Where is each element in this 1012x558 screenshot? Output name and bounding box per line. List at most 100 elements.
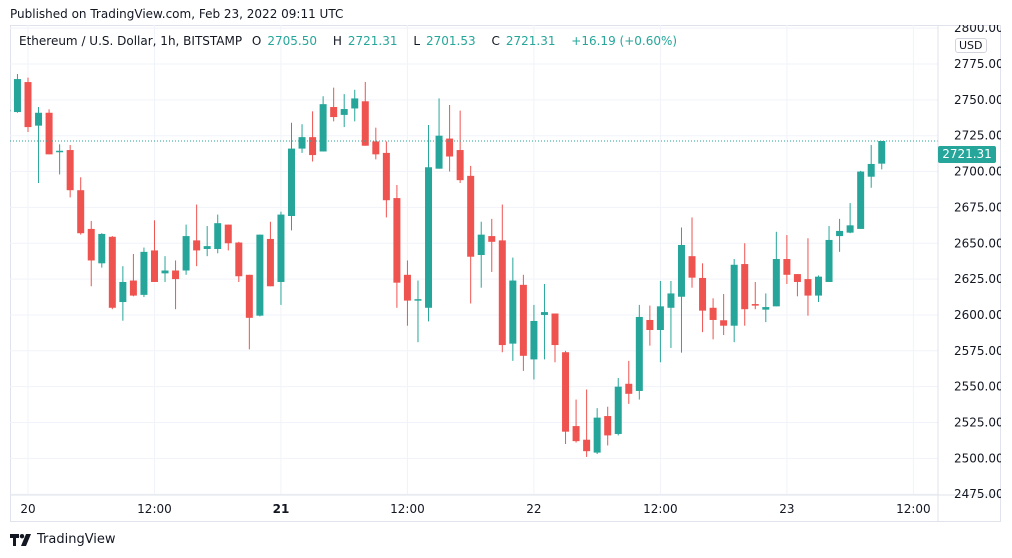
candle-down[interactable]: [108, 236, 116, 310]
candle-up[interactable]: [214, 214, 222, 254]
candle-down[interactable]: [793, 274, 801, 297]
candle-down[interactable]: [235, 241, 243, 282]
time-tick-label: 22: [526, 502, 541, 516]
candle-up[interactable]: [846, 203, 854, 234]
candle-down[interactable]: [382, 141, 390, 218]
candle-down[interactable]: [45, 109, 53, 155]
candle-up[interactable]: [540, 283, 548, 360]
candle-down[interactable]: [625, 360, 633, 404]
candle-down[interactable]: [129, 254, 137, 297]
price-tick-label: 2625.00: [954, 272, 1001, 286]
candle-up[interactable]: [425, 124, 433, 322]
candle-up[interactable]: [140, 247, 148, 298]
candle-down[interactable]: [77, 177, 85, 235]
candle-up[interactable]: [351, 89, 359, 122]
candle-body: [604, 416, 612, 436]
candle-up[interactable]: [815, 275, 822, 303]
candle-body: [87, 228, 95, 261]
candle-up[interactable]: [56, 144, 64, 175]
candle-up[interactable]: [298, 124, 306, 153]
candle-down[interactable]: [403, 260, 411, 326]
candlestick-chart[interactable]: 2800.00 2775.00 2750.00 2725.00 2700.00 2675.…: [10, 25, 1001, 522]
candle-down[interactable]: [372, 127, 380, 160]
candle-down[interactable]: [498, 204, 506, 353]
candle-up[interactable]: [256, 234, 264, 317]
candle-down[interactable]: [66, 145, 74, 198]
candle-up[interactable]: [414, 280, 422, 343]
candle-up[interactable]: [614, 378, 622, 436]
candle-up[interactable]: [857, 170, 865, 229]
candle-down[interactable]: [456, 110, 464, 184]
candle-up[interactable]: [825, 226, 833, 282]
candle-up[interactable]: [772, 231, 780, 307]
symbol-name[interactable]: Ethereum / U.S. Dollar, 1h, BITSTAMP: [19, 34, 243, 48]
candle-down[interactable]: [488, 218, 496, 272]
candle-up[interactable]: [13, 74, 21, 113]
candle-down[interactable]: [446, 105, 454, 172]
candle-up[interactable]: [161, 256, 169, 282]
candle-up[interactable]: [593, 408, 601, 455]
candle-down[interactable]: [361, 81, 369, 146]
candle-up[interactable]: [203, 226, 211, 257]
open-label: O: [251, 34, 262, 48]
high-value: 2721.31: [347, 34, 398, 48]
candle-down[interactable]: [551, 313, 559, 363]
footer-logo[interactable]: TradingView: [10, 532, 116, 547]
candle-up[interactable]: [182, 224, 190, 275]
candle-up[interactable]: [35, 107, 43, 184]
candle-down[interactable]: [266, 221, 274, 287]
candle-up[interactable]: [319, 96, 327, 152]
candle-up[interactable]: [867, 145, 875, 188]
candle-down[interactable]: [709, 298, 717, 340]
candle-body: [667, 293, 675, 308]
candle-down[interactable]: [741, 243, 749, 326]
candle-down[interactable]: [804, 238, 812, 316]
candle-up[interactable]: [667, 280, 675, 348]
candle-down[interactable]: [330, 87, 338, 122]
candle-down[interactable]: [583, 389, 591, 457]
candle-down[interactable]: [193, 204, 201, 267]
candle-up[interactable]: [98, 233, 106, 268]
candle-down[interactable]: [172, 260, 180, 310]
candle-up[interactable]: [477, 221, 485, 288]
candle-down[interactable]: [562, 350, 570, 445]
candle-up[interactable]: [635, 304, 643, 400]
candle-body: [793, 274, 801, 282]
candle-body: [656, 306, 664, 331]
candle-up[interactable]: [836, 218, 844, 252]
candle-body: [351, 98, 359, 109]
currency-button[interactable]: USD: [955, 38, 987, 53]
candle-down[interactable]: [24, 77, 32, 132]
candle-down[interactable]: [699, 263, 707, 333]
candle-down[interactable]: [519, 274, 527, 371]
candle-up[interactable]: [340, 94, 348, 128]
candle-down[interactable]: [393, 185, 401, 308]
candle-down[interactable]: [688, 217, 696, 288]
candle-down[interactable]: [467, 165, 475, 304]
candle-down[interactable]: [604, 406, 612, 446]
candle-down[interactable]: [751, 281, 759, 310]
candle-down[interactable]: [783, 235, 791, 284]
candle-up[interactable]: [730, 259, 738, 343]
candle-down[interactable]: [245, 274, 253, 350]
candle-up[interactable]: [509, 257, 517, 361]
candle-up[interactable]: [656, 280, 664, 363]
candle-down[interactable]: [572, 399, 580, 443]
candle-down[interactable]: [309, 111, 317, 162]
candle-up[interactable]: [288, 122, 295, 231]
candle-up[interactable]: [277, 211, 285, 305]
candle-down[interactable]: [646, 305, 654, 346]
candle-down[interactable]: [224, 224, 232, 251]
candle-up[interactable]: [435, 98, 443, 169]
candle-up[interactable]: [119, 266, 127, 321]
candle-body: [519, 284, 527, 356]
candle-up[interactable]: [762, 293, 770, 323]
price-tick-label: 2475.00: [954, 487, 1001, 501]
candle-down[interactable]: [150, 220, 158, 282]
candle-up[interactable]: [677, 227, 685, 353]
candle-up[interactable]: [530, 304, 538, 380]
candle-body: [172, 270, 180, 280]
candle-down[interactable]: [720, 294, 728, 336]
candle-up[interactable]: [878, 140, 886, 170]
candle-down[interactable]: [87, 221, 95, 287]
